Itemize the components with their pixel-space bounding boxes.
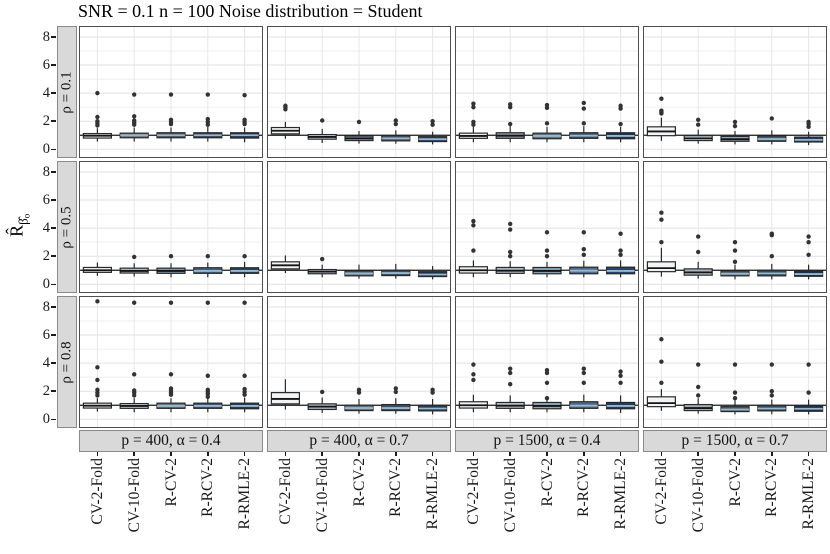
y-tick-label-6: 6	[42, 57, 50, 74]
y-tick-label-0: 0	[42, 141, 50, 158]
x-tick-mark	[619, 452, 622, 456]
x-tick-label: CV-10-Fold	[501, 458, 519, 533]
x-tick-mark	[807, 452, 810, 456]
col-strip-3: p = 1500, α = 0.7	[643, 430, 827, 452]
x-tick-mark	[734, 452, 736, 456]
x-tick-mark	[546, 452, 548, 456]
x-tick-label: R-CV-2	[538, 458, 556, 507]
y-tick-label-0: 0	[42, 276, 50, 293]
y-tick-mark	[51, 227, 56, 229]
row-strip-label: ρ = 0.8	[58, 340, 75, 384]
y-tick-label-8: 8	[42, 163, 50, 180]
panel-r1c2	[455, 161, 639, 293]
y-tick-label-6: 6	[42, 192, 50, 209]
col-strip-1: p = 400, α = 0.7	[267, 430, 451, 452]
panel-r1c0	[79, 161, 263, 293]
row-strip-0: ρ = 0.1	[57, 26, 77, 158]
y-tick-label-2: 2	[42, 248, 50, 265]
y-tick-mark	[51, 255, 56, 257]
y-tick-label-4: 4	[42, 355, 50, 372]
y-tick-mark	[51, 64, 56, 66]
y-tick-mark	[51, 334, 56, 336]
y-tick-label-4: 4	[42, 220, 50, 237]
x-tick-label: R-RCV-2	[763, 458, 781, 517]
col-strip-0: p = 400, α = 0.4	[79, 430, 263, 452]
x-tick-mark	[431, 452, 434, 456]
x-tick-mark	[472, 452, 475, 456]
y-tick-mark	[51, 92, 56, 94]
y-tick-mark	[51, 171, 56, 173]
x-tick-label: R-CV-2	[162, 458, 180, 507]
x-tick-mark	[583, 452, 585, 456]
x-tick-mark	[771, 452, 773, 456]
y-tick-mark	[51, 199, 56, 201]
panel-r0c3	[643, 26, 827, 158]
x-tick-label: R-RMLE-2	[612, 458, 630, 530]
panel-r2c0	[79, 296, 263, 428]
y-tick-mark	[51, 418, 56, 421]
x-tick-label: CV-10-Fold	[689, 458, 707, 533]
panel-r0c1	[267, 26, 451, 158]
y-tick-mark	[51, 390, 56, 392]
y-tick-mark	[51, 306, 56, 308]
y-tick-label-4: 4	[42, 85, 50, 102]
panel-r2c2	[455, 296, 639, 428]
panel-r0c2	[455, 26, 639, 158]
x-tick-label: R-CV-2	[726, 458, 744, 507]
x-tick-label: CV-10-Fold	[313, 458, 331, 533]
y-tick-mark	[51, 362, 56, 364]
panel-r2c3	[643, 296, 827, 428]
x-tick-label: R-RCV-2	[199, 458, 217, 517]
y-tick-mark	[51, 283, 56, 286]
x-tick-mark	[321, 452, 323, 456]
y-tick-label-8: 8	[42, 298, 50, 315]
x-tick-mark	[133, 452, 135, 456]
row-strip-2: ρ = 0.8	[57, 296, 77, 428]
y-tick-mark	[51, 120, 56, 122]
x-tick-mark	[284, 452, 287, 456]
panel-r2c1	[267, 296, 451, 428]
y-tick-mark	[51, 148, 56, 151]
x-tick-label: CV-2-Fold	[464, 458, 482, 525]
row-strip-label: ρ = 0.1	[58, 70, 75, 114]
x-tick-mark	[207, 452, 209, 456]
y-tick-label-8: 8	[42, 28, 50, 45]
panel-r1c3	[643, 161, 827, 293]
y-tick-label-2: 2	[42, 383, 50, 400]
y-tick-label-2: 2	[42, 113, 50, 130]
x-tick-mark	[358, 452, 360, 456]
y-tick-mark	[51, 36, 56, 38]
x-tick-label: R-CV-2	[350, 458, 368, 507]
panel-r1c1	[267, 161, 451, 293]
panel-r0c0	[79, 26, 263, 158]
row-strip-label: ρ = 0.5	[58, 205, 75, 249]
x-tick-mark	[660, 452, 663, 456]
x-tick-label: CV-10-Fold	[125, 458, 143, 533]
x-tick-label: CV-2-Fold	[276, 458, 294, 525]
col-strip-2: p = 1500, α = 0.4	[455, 430, 639, 452]
x-tick-mark	[697, 452, 699, 456]
x-tick-label: R-RMLE-2	[424, 458, 442, 530]
x-tick-mark	[243, 452, 246, 456]
x-tick-label: CV-2-Fold	[88, 458, 106, 525]
x-tick-mark	[170, 452, 172, 456]
x-tick-mark	[96, 452, 99, 456]
row-strip-1: ρ = 0.5	[57, 161, 77, 293]
x-tick-mark	[509, 452, 511, 456]
y-tick-label-0: 0	[42, 411, 50, 428]
x-tick-mark	[395, 452, 397, 456]
chart-title: SNR = 0.1 n = 100 Noise distribution = S…	[78, 1, 423, 21]
x-tick-label: R-RMLE-2	[800, 458, 818, 530]
x-tick-label: R-RMLE-2	[236, 458, 254, 530]
x-tick-label: CV-2-Fold	[652, 458, 670, 525]
x-tick-label: R-RCV-2	[387, 458, 405, 517]
y-tick-label-6: 6	[42, 327, 50, 344]
x-tick-label: R-RCV-2	[575, 458, 593, 517]
